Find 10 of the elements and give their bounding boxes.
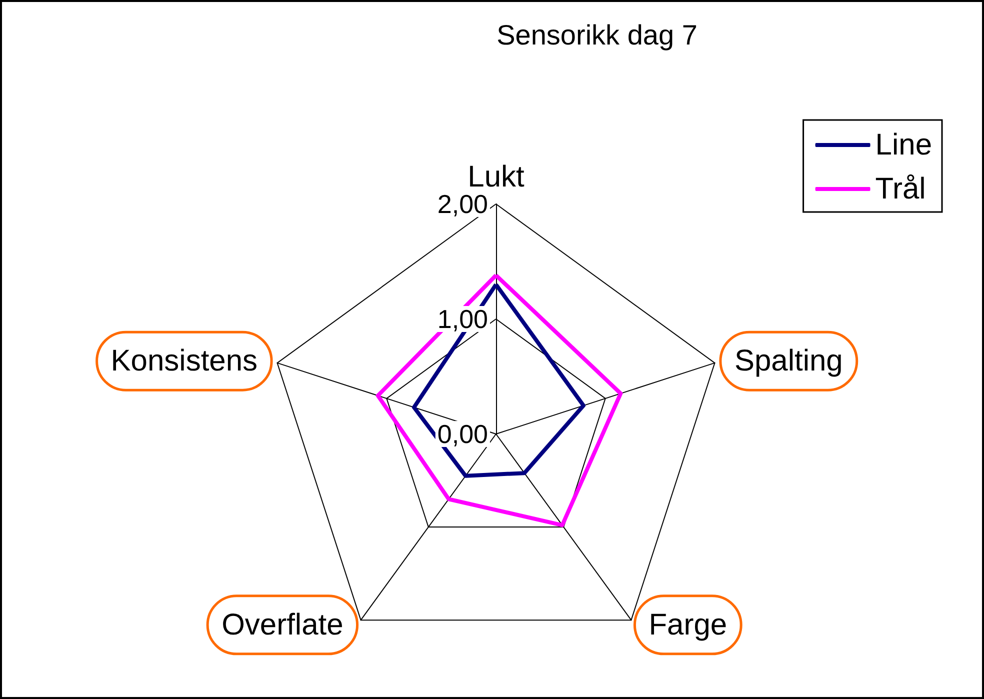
legend-label: Trål bbox=[875, 172, 926, 206]
y-tick-label: 2,00 bbox=[437, 189, 488, 219]
chart-title: Sensorikk dag 7 bbox=[496, 20, 698, 50]
y-tick-label: 1,00 bbox=[437, 304, 488, 334]
spoke-label: Overflate bbox=[222, 608, 344, 642]
spoke-label: Farge bbox=[648, 608, 728, 642]
y-tick-label: 0,00 bbox=[437, 419, 488, 449]
spoke-label: Konsistens bbox=[110, 344, 258, 378]
legend-label: Line bbox=[875, 128, 932, 162]
spoke-label: Spalting bbox=[734, 344, 843, 378]
